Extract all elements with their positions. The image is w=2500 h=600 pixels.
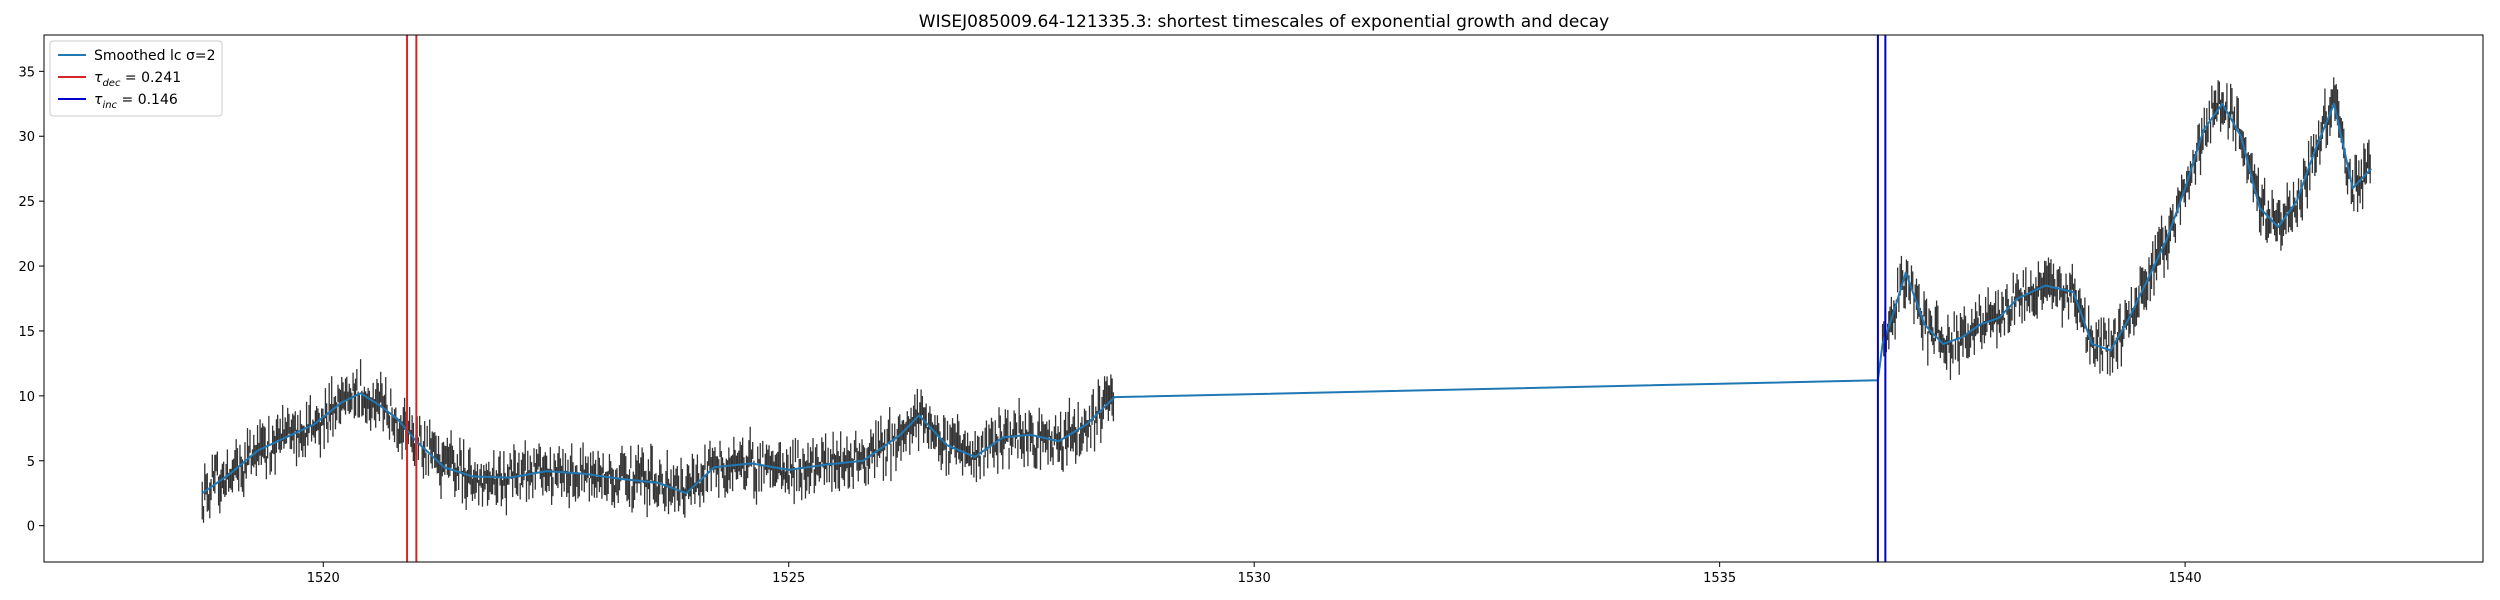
x-tick-label: 1535 — [1703, 571, 1736, 586]
y-tick-label: 20 — [18, 260, 35, 275]
plot-area — [201, 35, 2373, 562]
y-tick-label: 25 — [18, 195, 35, 210]
x-axis: 1520 1525 1530 1535 1540 — [307, 562, 2202, 586]
legend-smoothed-label: Smoothed lc σ=2 — [94, 48, 216, 64]
plot-frame — [43, 34, 2484, 563]
legend-box — [49, 40, 223, 117]
y-tick-label: 10 — [18, 390, 35, 405]
y-tick-label: 5 — [27, 455, 35, 470]
y-tick-label: 0 — [27, 520, 35, 535]
legend-dec-label: τdec = 0.241 — [94, 70, 181, 89]
x-tick-label: 1540 — [2169, 571, 2202, 586]
chart-title: WISEJ085009.64-121335.3: shortest timesc… — [919, 12, 1609, 32]
legend-inc-label: τinc = 0.146 — [94, 92, 178, 111]
y-tick-label: 35 — [18, 65, 35, 80]
x-tick-label: 1525 — [772, 571, 805, 586]
x-tick-label: 1520 — [307, 571, 340, 586]
timescale-markers — [406, 35, 1887, 562]
error-bars — [201, 77, 2371, 523]
y-tick-label: 30 — [18, 130, 35, 145]
y-axis: 0 5 10 15 20 25 30 35 — [18, 65, 44, 535]
x-tick-label: 1530 — [1238, 571, 1271, 586]
series-lines — [201, 102, 2373, 495]
legend: Smoothed lc σ=2 τdec = 0.241 τinc = 0.14… — [49, 40, 223, 117]
y-tick-label: 15 — [18, 325, 35, 340]
smoothed-light-curve — [201, 102, 2373, 495]
